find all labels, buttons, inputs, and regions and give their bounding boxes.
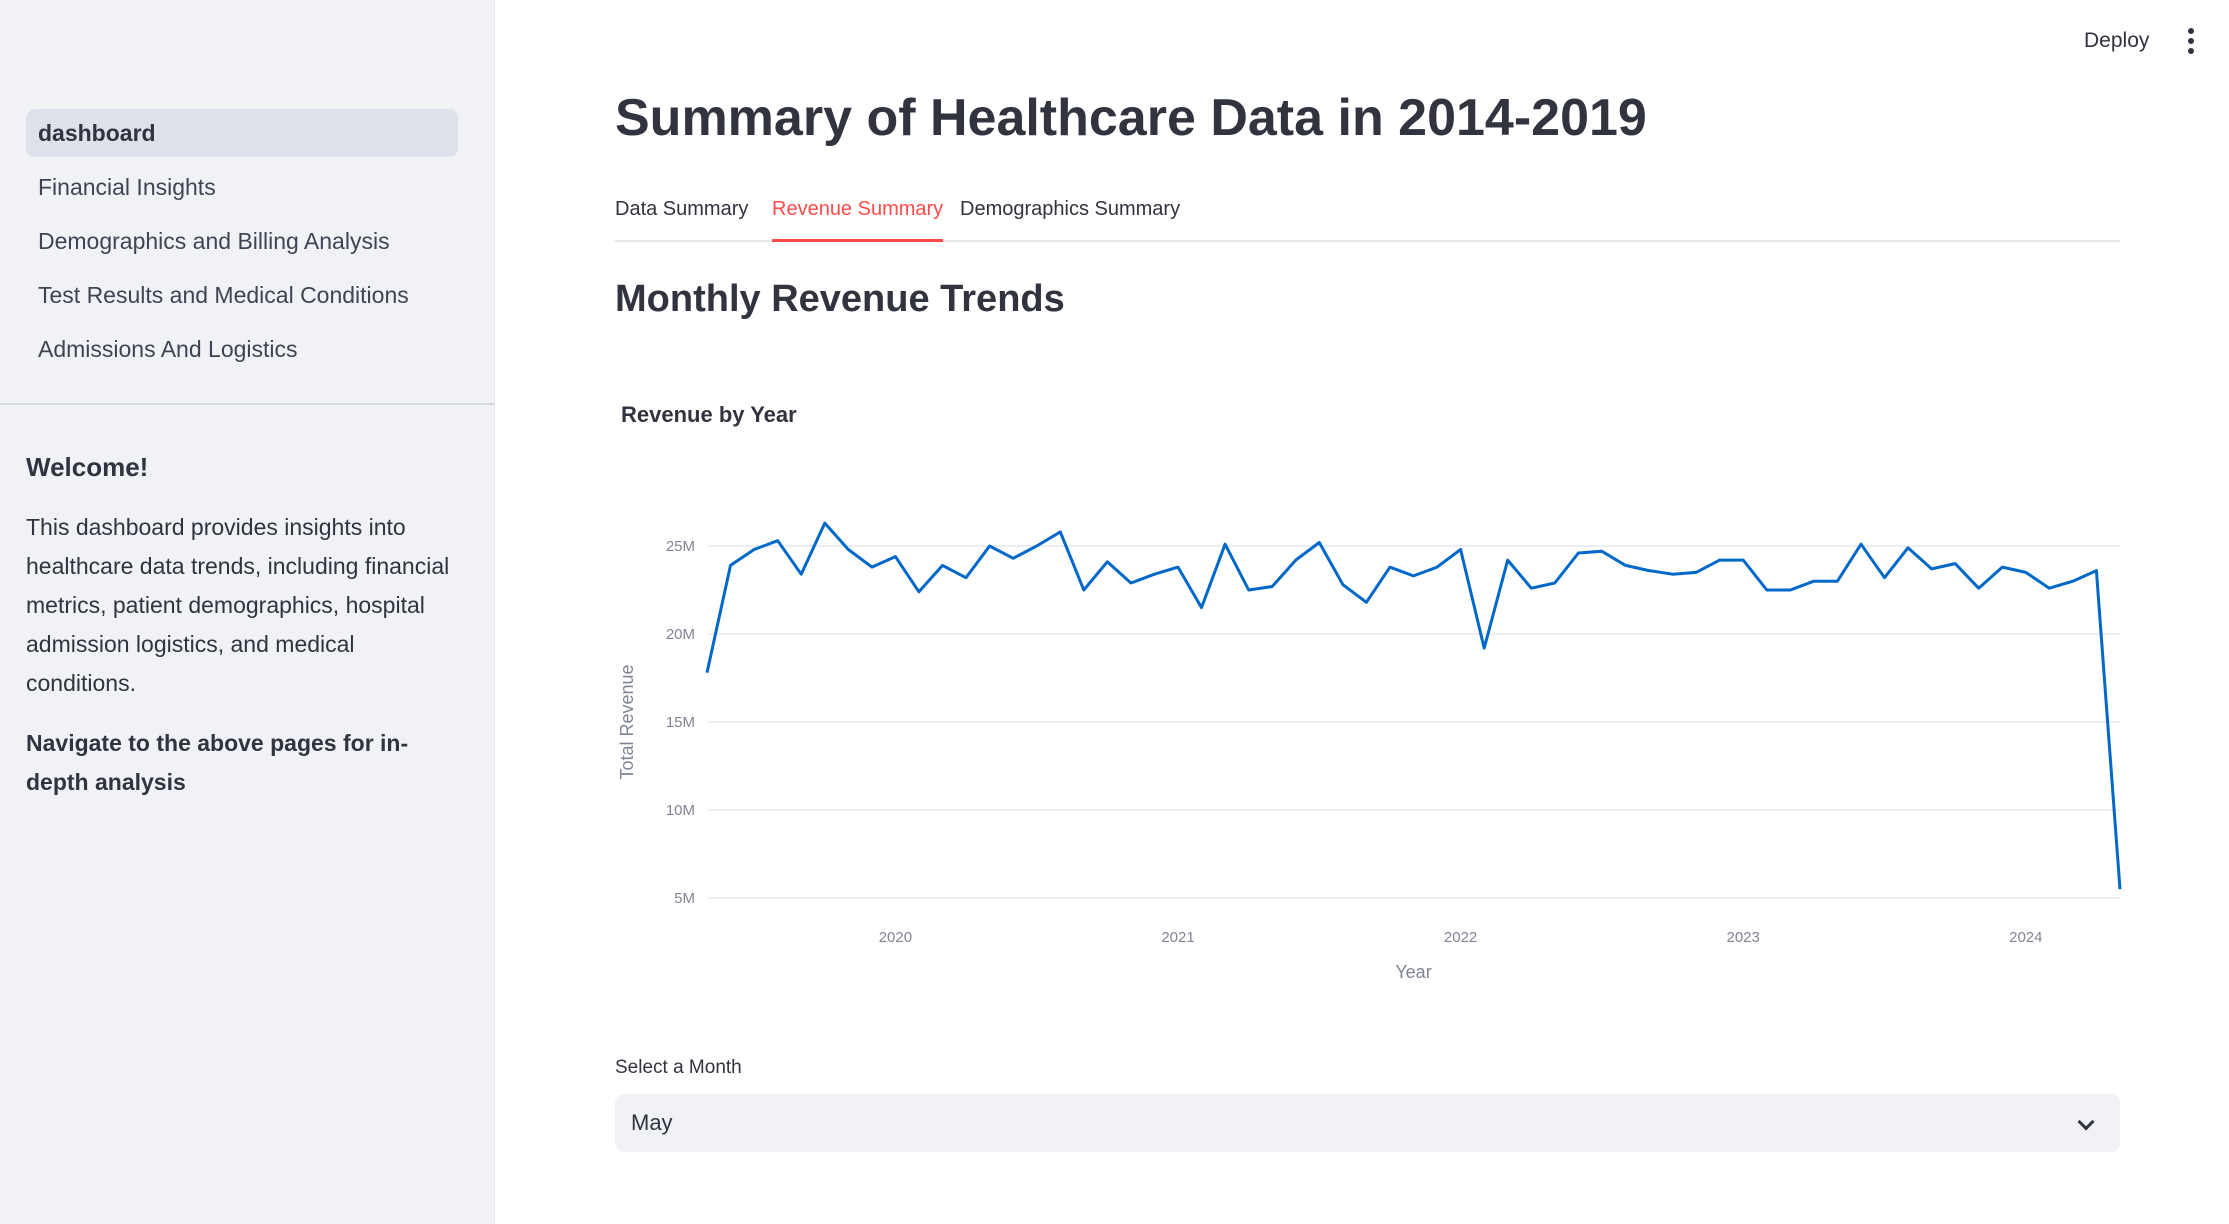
sidebar: dashboard Financial Insights Demographic…	[0, 0, 495, 1224]
revenue-chart-svg: 5M 10M 15M 20M 25M 2020 2021 2022 2023 2024 Year To…	[617, 521, 2122, 982]
y-tick-label: 25M	[666, 538, 695, 555]
sidebar-divider	[0, 403, 495, 405]
welcome-text: This dashboard provides insights into he…	[26, 514, 450, 696]
section-heading: Monthly Revenue Trends	[615, 278, 1065, 320]
kebab-menu-icon[interactable]	[2178, 24, 2204, 58]
revenue-line	[705, 521, 2122, 890]
kebab-dot	[2188, 28, 2194, 34]
deploy-button[interactable]: Deploy	[2084, 29, 2150, 52]
month-select[interactable]: May	[615, 1094, 2120, 1152]
x-tick-label: 2024	[2009, 929, 2042, 946]
x-tick-label: 2022	[1444, 929, 1477, 946]
page-title: Summary of Healthcare Data in 2014-2019	[615, 89, 1647, 147]
tab-data-summary[interactable]: Data Summary	[615, 198, 749, 220]
sidebar-nav: dashboard Financial Insights Demographic…	[26, 109, 458, 379]
chevron-down-icon	[2077, 1113, 2095, 1131]
y-tick-label: 5M	[674, 890, 695, 907]
tab-bar: Data Summary Revenue Summary Demographic…	[615, 190, 2120, 242]
sidebar-item-admissions-logistics[interactable]: Admissions And Logistics	[38, 336, 298, 362]
tab-demographics-summary[interactable]: Demographics Summary	[960, 198, 1181, 220]
x-tick-label: 2021	[1161, 929, 1194, 946]
y-tick-label: 20M	[666, 626, 695, 643]
x-tick-label: 2020	[879, 929, 912, 946]
y-tick-label: 15M	[666, 714, 695, 731]
sidebar-item-test-results[interactable]: Test Results and Medical Conditions	[38, 282, 409, 308]
kebab-dot	[2188, 48, 2194, 54]
sidebar-item-financial-insights[interactable]: Financial Insights	[38, 174, 216, 200]
tab-revenue-summary[interactable]: Revenue Summary	[772, 190, 944, 242]
month-select-value: May	[631, 1110, 673, 1135]
revenue-chart: 5M 10M 15M 20M 25M 2020 2021 2022 2023 2024 Year To…	[615, 390, 2125, 990]
chart-title: Revenue by Year	[621, 402, 797, 427]
month-select-label: Select a Month	[615, 1057, 742, 1078]
sidebar-item-dashboard[interactable]: dashboard	[26, 109, 458, 157]
y-tick-label: 10M	[666, 802, 695, 819]
y-axis-title: Total Revenue	[617, 664, 637, 779]
x-tick-label: 2023	[1727, 929, 1760, 946]
sidebar-item-demographics-billing[interactable]: Demographics and Billing Analysis	[38, 228, 390, 254]
welcome-heading: Welcome!	[26, 452, 149, 482]
kebab-dot	[2188, 38, 2194, 44]
x-axis-title: Year	[1395, 962, 1431, 982]
navigation-hint: Navigate to the above pages for in-depth…	[26, 730, 409, 795]
